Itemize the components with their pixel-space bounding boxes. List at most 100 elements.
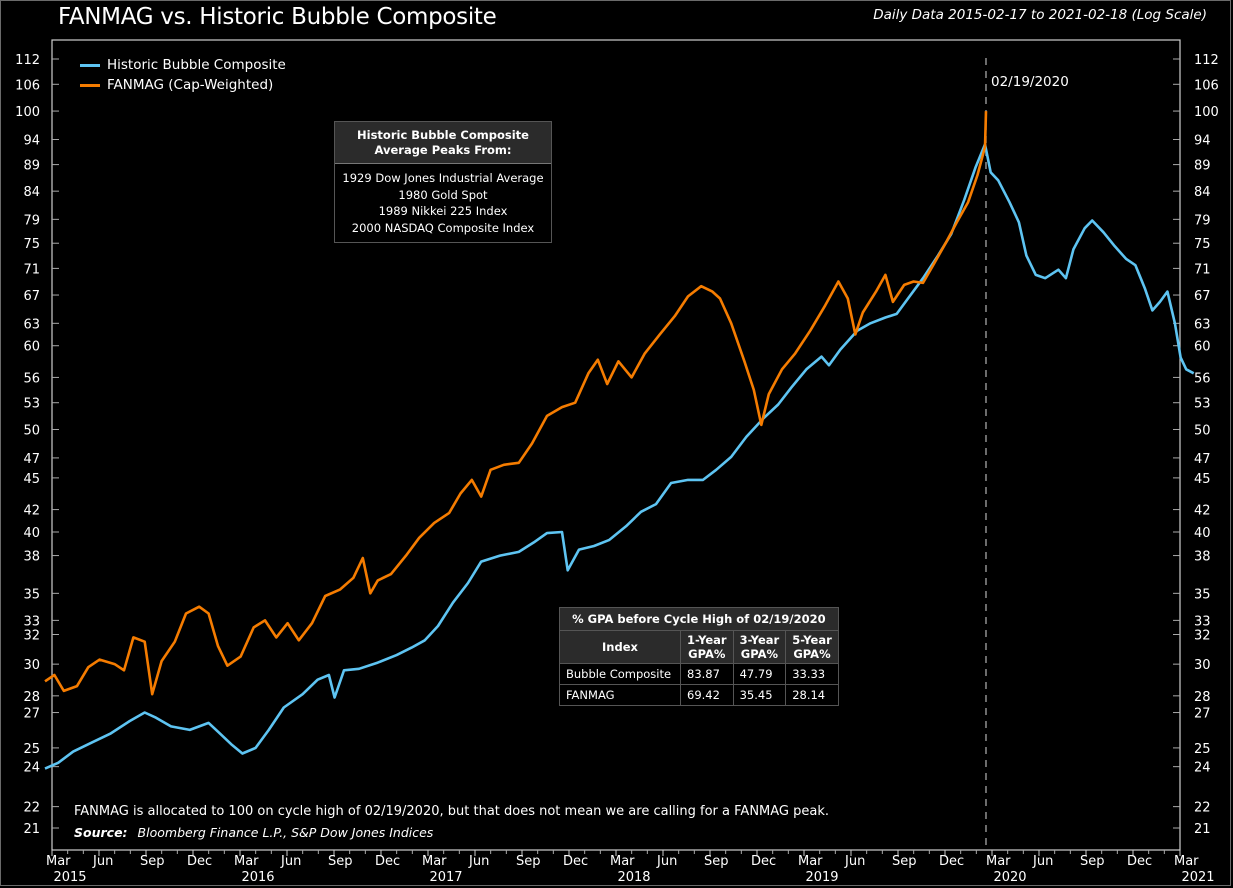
composite-info-heading: Historic Bubble Composite Average Peaks … bbox=[335, 122, 551, 164]
composite-info-list: 1929 Dow Jones Industrial Average 1980 G… bbox=[335, 164, 551, 242]
y-tick-label-right: 42 bbox=[1194, 504, 1211, 519]
y-tick-label-left: 38 bbox=[23, 550, 40, 565]
source-line: Source: Bloomberg Finance L.P., S&P Dow J… bbox=[74, 825, 433, 840]
gpa-table: % GPA before Cycle High of 02/19/2020 In… bbox=[559, 607, 839, 706]
x-tick-label: Jun bbox=[92, 854, 113, 869]
gpa-cell: 33.33 bbox=[785, 663, 839, 685]
y-tick-label-left: 50 bbox=[23, 423, 40, 438]
y-tick-label-left: 112 bbox=[15, 53, 40, 68]
y-tick-label-left: 21 bbox=[23, 822, 40, 837]
gpa-cell: 28.14 bbox=[785, 684, 839, 706]
x-tick-label: Mar bbox=[422, 854, 447, 869]
x-tick-label: Dec bbox=[563, 854, 588, 869]
table-row: Bubble Composite 83.87 47.79 33.33 bbox=[559, 663, 839, 685]
x-year-label: 2019 bbox=[805, 870, 838, 885]
gpa-header-5y: 5-Year GPA% bbox=[785, 630, 839, 664]
y-tick-label-left: 67 bbox=[23, 289, 40, 304]
gpa-header-index: Index bbox=[559, 630, 681, 664]
x-tick-label: Sep bbox=[516, 854, 541, 869]
y-tick-label-right: 79 bbox=[1194, 213, 1211, 228]
gpa-cell: FANMAG bbox=[559, 684, 681, 706]
y-tick-label-right: 32 bbox=[1194, 629, 1211, 644]
legend-swatch-composite bbox=[80, 63, 100, 67]
y-tick-label-left: 71 bbox=[23, 262, 40, 277]
y-tick-label-right: 35 bbox=[1194, 587, 1211, 602]
y-tick-label-left: 35 bbox=[23, 587, 40, 602]
gpa-header-3y: 3-Year GPA% bbox=[732, 630, 787, 664]
gpa-cell: Bubble Composite bbox=[559, 663, 681, 685]
gpa-cell: 83.87 bbox=[680, 663, 734, 685]
y-tick-label-left: 25 bbox=[23, 742, 40, 757]
x-tick-label: Mar bbox=[610, 854, 635, 869]
y-tick-label-right: 106 bbox=[1194, 78, 1219, 93]
y-tick-label-left: 106 bbox=[15, 78, 40, 93]
x-tick-label: Jun bbox=[468, 854, 489, 869]
y-tick-label-left: 75 bbox=[23, 237, 40, 252]
legend-swatch-fanmag bbox=[80, 83, 100, 87]
peak-date-label: 02/19/2020 bbox=[991, 74, 1069, 90]
x-year-label: 2020 bbox=[993, 870, 1026, 885]
y-tick-label-right: 40 bbox=[1194, 526, 1211, 541]
y-tick-label-right: 53 bbox=[1194, 397, 1211, 412]
gpa-table-header: Index 1-Year GPA% 3-Year GPA% 5-Year GPA% bbox=[559, 630, 839, 664]
source-label: Source: bbox=[74, 825, 128, 840]
x-tick-label: Dec bbox=[1127, 854, 1152, 869]
composite-item: 1980 Gold Spot bbox=[398, 187, 488, 202]
x-tick-label: Jun bbox=[1032, 854, 1053, 869]
y-tick-label-left: 56 bbox=[23, 371, 40, 386]
legend: Historic Bubble Composite FANMAG (Cap-We… bbox=[80, 55, 286, 95]
y-tick-label-right: 38 bbox=[1194, 550, 1211, 565]
footnote: FANMAG is allocated to 100 on cycle high… bbox=[74, 804, 830, 819]
x-tick-label: Mar bbox=[798, 854, 823, 869]
x-year-label: 2018 bbox=[617, 870, 650, 885]
y-tick-label-right: 56 bbox=[1194, 371, 1211, 386]
y-tick-label-right: 27 bbox=[1194, 707, 1211, 722]
composite-item: 2000 NASDAQ Composite Index bbox=[351, 220, 535, 235]
composite-item: 1989 Nikkei 225 Index bbox=[378, 204, 508, 218]
legend-label-composite: Historic Bubble Composite bbox=[107, 57, 286, 73]
y-tick-label-left: 27 bbox=[23, 707, 40, 722]
y-tick-label-left: 22 bbox=[23, 801, 40, 816]
y-tick-label-right: 25 bbox=[1194, 742, 1211, 757]
y-tick-label-right: 75 bbox=[1194, 237, 1211, 252]
y-tick-label-right: 22 bbox=[1194, 801, 1211, 816]
gpa-cell: 35.45 bbox=[732, 684, 787, 706]
y-tick-label-right: 28 bbox=[1194, 690, 1211, 705]
y-tick-label-left: 47 bbox=[23, 452, 40, 467]
gpa-header-1y: 1-Year GPA% bbox=[680, 630, 734, 664]
y-tick-label-right: 21 bbox=[1194, 822, 1211, 837]
x-tick-label: Sep bbox=[704, 854, 729, 869]
x-tick-label: Mar bbox=[986, 854, 1011, 869]
gpa-cell: 47.79 bbox=[732, 663, 787, 685]
x-tick-label: Jun bbox=[844, 854, 865, 869]
y-tick-label-left: 45 bbox=[23, 472, 40, 487]
x-tick-label: Sep bbox=[140, 854, 165, 869]
y-tick-label-right: 71 bbox=[1194, 262, 1211, 277]
y-tick-label-left: 100 bbox=[15, 105, 40, 120]
y-tick-label-left: 63 bbox=[23, 317, 40, 332]
y-tick-label-right: 89 bbox=[1194, 159, 1211, 174]
x-tick-label: Sep bbox=[892, 854, 917, 869]
y-tick-label-left: 79 bbox=[23, 213, 40, 228]
y-tick-label-right: 112 bbox=[1194, 53, 1219, 68]
chart-subtitle: Daily Data 2015-02-17 to 2021-02-18 (Log… bbox=[873, 7, 1207, 23]
legend-item-composite: Historic Bubble Composite bbox=[80, 55, 286, 75]
source-text: Bloomberg Finance L.P., S&P Dow Jones In… bbox=[137, 825, 434, 840]
gpa-cell: 69.42 bbox=[680, 684, 734, 706]
x-tick-label: Dec bbox=[187, 854, 212, 869]
y-tick-label-right: 63 bbox=[1194, 317, 1211, 332]
x-tick-label: Sep bbox=[1080, 854, 1105, 869]
y-tick-label-right: 24 bbox=[1194, 761, 1211, 776]
y-tick-label-left: 24 bbox=[23, 761, 40, 776]
y-tick-label-right: 94 bbox=[1194, 133, 1211, 148]
composite-heading-line2: Average Peaks From: bbox=[374, 143, 512, 157]
x-tick-label: Dec bbox=[375, 854, 400, 869]
x-year-label: 2015 bbox=[53, 870, 86, 885]
composite-item: 1929 Dow Jones Industrial Average bbox=[342, 171, 544, 185]
y-tick-label-left: 28 bbox=[23, 690, 40, 705]
y-tick-label-right: 100 bbox=[1194, 105, 1219, 120]
y-tick-label-left: 33 bbox=[23, 614, 40, 629]
x-tick-label: Mar bbox=[234, 854, 259, 869]
y-tick-label-left: 42 bbox=[23, 504, 40, 519]
